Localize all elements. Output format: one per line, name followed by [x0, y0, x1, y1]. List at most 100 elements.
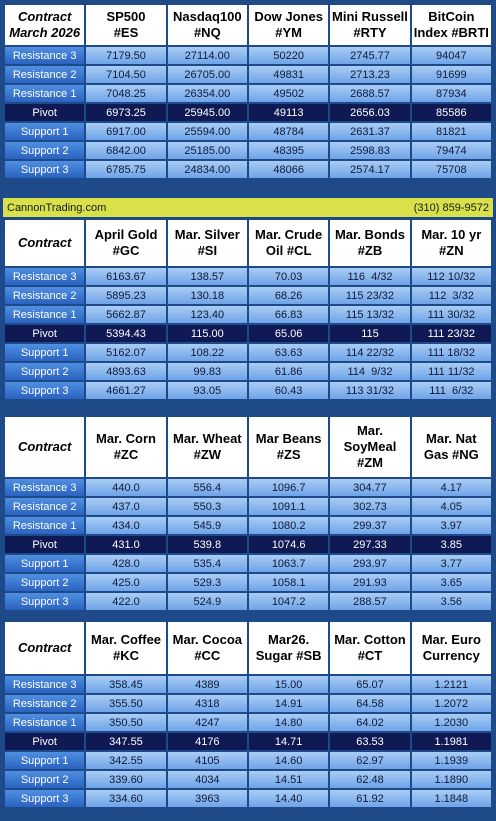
- contract-header-line: Contract: [17, 640, 72, 655]
- level-value: 1.1981: [411, 733, 491, 750]
- level-value: 1080.2: [248, 517, 329, 534]
- table-row: Resistance 1 7048.25 26354.00 49502 2688.57 8…: [5, 85, 491, 102]
- level-label: Support 2: [5, 363, 85, 380]
- instrument-header-line: Mar26.: [268, 632, 310, 647]
- level-value: 111 30/32: [411, 306, 491, 323]
- level-value: 112 10/32: [411, 268, 491, 285]
- level-value: 339.60: [86, 771, 166, 788]
- level-value: 15.00: [248, 676, 329, 693]
- instrument-header: Mar Beans #ZS: [248, 417, 329, 477]
- table-header-row: Contract March 2026 SP500 #ES Nasdaq100 #NQ Do…: [5, 5, 491, 45]
- contract-header-line: Contract: [17, 235, 72, 250]
- level-value: 49831: [248, 66, 329, 83]
- instrument-header: Mar. Corn #ZC: [86, 417, 166, 477]
- instrument-header-line: Mar. Coffee: [90, 632, 162, 647]
- table-row: Support 2 339.60 4034 14.51 62.48 1.1890: [5, 771, 491, 788]
- level-value: 1.1848: [411, 790, 491, 807]
- table-row: Pivot 5394.43 115.00 65.06 115 111 23/32: [5, 325, 491, 342]
- table-row: Support 1 342.55 4105 14.60 62.97 1.1939: [5, 752, 491, 769]
- level-value: 3.65: [411, 574, 491, 591]
- instrument-header-line: Mar. 10 yr: [421, 227, 482, 242]
- level-value: 1.2030: [411, 714, 491, 731]
- level-value: 50220: [248, 47, 329, 64]
- level-value: 14.60: [248, 752, 329, 769]
- level-value: 6917.00: [86, 123, 166, 140]
- level-value: 114 9/32: [330, 363, 410, 380]
- table-header-row: Contract April Gold #GC Mar. Silver #SI Mar. …: [5, 220, 491, 266]
- level-value: 299.37: [330, 517, 410, 534]
- level-value: 87934: [411, 85, 491, 102]
- instrument-header-line: #SI: [197, 243, 218, 258]
- level-value: 2656.03: [330, 104, 410, 121]
- level-value: 25594.00: [167, 123, 247, 140]
- level-value: 64.02: [330, 714, 410, 731]
- level-label: Resistance 1: [5, 517, 85, 534]
- level-value: 4389: [167, 676, 247, 693]
- instrument-header: SP500 #ES: [86, 5, 166, 45]
- level-value: 111 23/32: [411, 325, 491, 342]
- table-row: Support 2 6842.00 25185.00 48395 2598.83 7947…: [5, 142, 491, 159]
- level-label: Support 2: [5, 574, 85, 591]
- instrument-header-line: #ZW: [193, 447, 222, 462]
- broker-website[interactable]: CannonTrading.com: [7, 201, 107, 214]
- contract-header: Contract: [5, 417, 85, 477]
- instrument-header-line: Mar. Cotton: [334, 632, 406, 647]
- level-value: 49113: [248, 104, 329, 121]
- level-value: 85586: [411, 104, 491, 121]
- level-value: 116 4/32: [330, 268, 410, 285]
- level-label: Pivot: [5, 733, 85, 750]
- level-value: 4.05: [411, 498, 491, 515]
- instrument-header: Mar26. Sugar #SB: [248, 622, 329, 674]
- level-value: 62.97: [330, 752, 410, 769]
- level-label: Resistance 1: [5, 714, 85, 731]
- table-row: Support 1 5162.07 108.22 63.63 114 22/32 111 …: [5, 344, 491, 361]
- contract-header-line: Contract: [17, 9, 72, 24]
- instrument-header-line: #ZB: [357, 243, 383, 258]
- level-value: 291.93: [330, 574, 410, 591]
- instrument-header: Mar. Bonds #ZB: [330, 220, 410, 266]
- instrument-header: Nasdaq100 #NQ: [167, 5, 247, 45]
- instrument-header-line: April Gold: [94, 227, 158, 242]
- level-label: Support 3: [5, 382, 85, 399]
- instrument-header-line: #ZC: [113, 447, 139, 462]
- pivot-table-2: Contract April Gold #GC Mar. Silver #SI Mar. …: [3, 218, 493, 401]
- instrument-header-line: #CT: [357, 648, 383, 663]
- table-row: Support 1 428.0 535.4 1063.7 293.97 3.77: [5, 555, 491, 572]
- instrument-header-line: Mar. Bonds: [334, 227, 406, 242]
- level-value: 1074.6: [248, 536, 329, 553]
- instrument-header-line: Mar. Corn: [96, 431, 156, 446]
- table-row: Resistance 1 434.0 545.9 1080.2 299.37 3.97: [5, 517, 491, 534]
- level-value: 422.0: [86, 593, 166, 610]
- level-value: 65.06: [248, 325, 329, 342]
- level-value: 27114.00: [167, 47, 247, 64]
- level-value: 293.97: [330, 555, 410, 572]
- instrument-header-line: #ZN: [439, 243, 464, 258]
- level-value: 2688.57: [330, 85, 410, 102]
- level-value: 25945.00: [167, 104, 247, 121]
- instrument-header-line: BitCoin: [428, 9, 475, 24]
- instrument-header-line: Sugar #SB: [255, 648, 322, 663]
- level-label: Support 3: [5, 161, 85, 178]
- instrument-header-line: SP500: [106, 9, 146, 24]
- level-value: 1.2072: [411, 695, 491, 712]
- table-row: Resistance 2 355.50 4318 14.91 64.58 1.2072: [5, 695, 491, 712]
- level-value: 68.26: [248, 287, 329, 304]
- level-value: 94047: [411, 47, 491, 64]
- instrument-header-line: #ZM: [356, 455, 383, 470]
- contract-header-line: March 2026: [9, 25, 81, 40]
- level-value: 431.0: [86, 536, 166, 553]
- level-value: 14.80: [248, 714, 329, 731]
- level-value: 334.60: [86, 790, 166, 807]
- table-row: Resistance 2 5895.23 130.18 68.26 115 23/32 1…: [5, 287, 491, 304]
- table-header-row: Contract Mar. Corn #ZC Mar. Wheat #ZW Mar Bea…: [5, 417, 491, 477]
- level-label: Resistance 2: [5, 287, 85, 304]
- level-value: 6973.25: [86, 104, 166, 121]
- table-row: Resistance 3 7179.50 27114.00 50220 2745.77 9…: [5, 47, 491, 64]
- level-value: 112 3/32: [411, 287, 491, 304]
- table-row: Support 3 334.60 3963 14.40 61.92 1.1848: [5, 790, 491, 807]
- instrument-header: Mar. Nat Gas #NG: [411, 417, 491, 477]
- table-row: Pivot 6973.25 25945.00 49113 2656.03 85586: [5, 104, 491, 121]
- level-value: 5662.87: [86, 306, 166, 323]
- level-value: 2574.17: [330, 161, 410, 178]
- level-label: Support 3: [5, 593, 85, 610]
